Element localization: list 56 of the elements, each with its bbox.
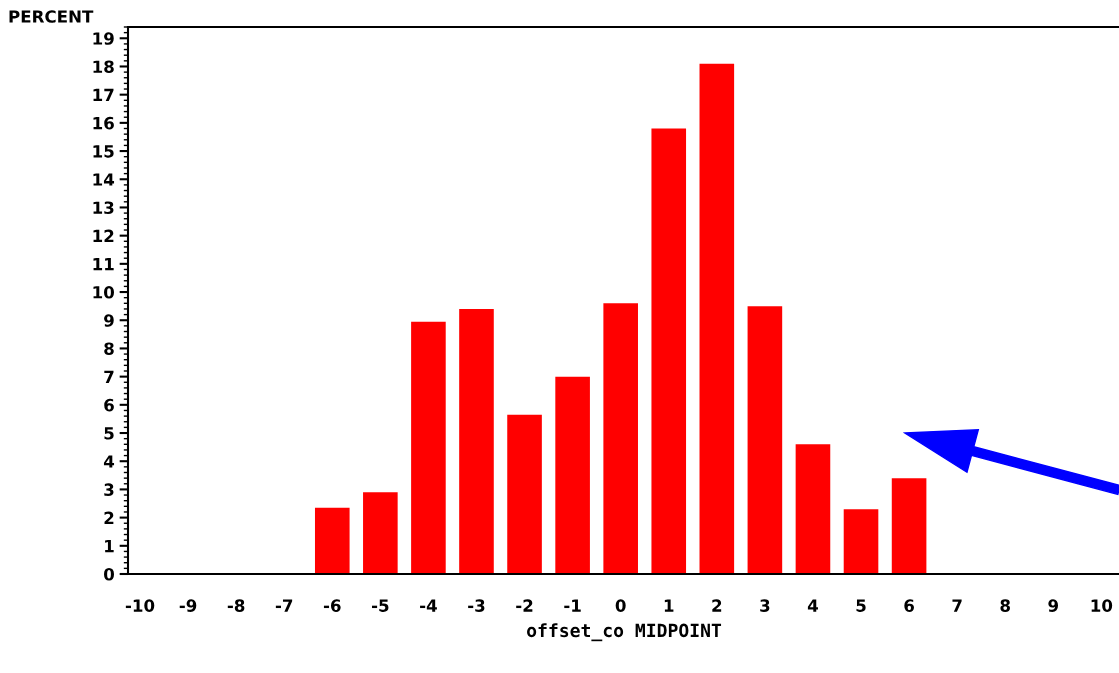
x-tick-label: 1 [664, 599, 674, 612]
y-tick-label: 14 [93, 173, 115, 186]
y-tick-label: 16 [93, 116, 114, 130]
x-tick-label: -4 [420, 599, 437, 612]
x-tick-label: 10 [1091, 599, 1113, 612]
x-tick-label: -6 [323, 599, 341, 612]
y-tick-label: 9 [104, 314, 114, 327]
y-tick-label: 0 [104, 567, 115, 581]
bar [411, 321, 446, 574]
bar [747, 306, 783, 574]
y-tick-label: 18 [93, 60, 114, 74]
x-tick-label: -9 [179, 599, 197, 612]
y-tick-label: 17 [93, 88, 114, 101]
x-tick-label: 7 [952, 599, 962, 612]
y-tick-label: 10 [93, 286, 115, 299]
y-tick-label: 11 [93, 258, 114, 271]
y-tick-label: 13 [93, 201, 114, 215]
bar [363, 492, 398, 574]
y-tick-label: 2 [104, 511, 114, 524]
x-tick-label: 0 [615, 599, 626, 612]
y-tick-label: 6 [104, 398, 114, 412]
bar [651, 128, 687, 574]
x-tick-label: 4 [807, 599, 818, 612]
x-tick-label: 9 [1048, 599, 1059, 612]
bar [699, 63, 735, 574]
bar [843, 509, 879, 574]
bar [459, 308, 494, 574]
x-tick-label: 6 [904, 599, 914, 612]
y-tick-label: 5 [104, 427, 114, 440]
x-tick-label: 5 [856, 599, 866, 612]
y-tick-label: 7 [104, 370, 114, 383]
x-tick-label: 2 [712, 599, 722, 612]
y-tick-label: 1 [105, 539, 114, 553]
x-tick-label: 3 [760, 599, 770, 612]
y-tick-label: 8 [104, 342, 114, 355]
y-tick-label: 15 [93, 145, 114, 158]
y-tick-label: 3 [104, 483, 114, 496]
x-tick-label: 8 [1000, 599, 1010, 612]
x-tick-label: -1 [564, 599, 581, 612]
bar [603, 303, 638, 574]
x-tick-label: -5 [372, 599, 389, 612]
y-tick-label: 19 [93, 32, 114, 45]
x-axis-title: offset_co MIDPOINT [527, 623, 722, 642]
x-tick-label: -7 [275, 599, 293, 612]
x-tick-label: -8 [227, 599, 245, 612]
bar [314, 507, 350, 574]
x-tick-label: -10 [125, 599, 155, 612]
y-tick-label: 4 [103, 455, 115, 468]
bar [795, 444, 831, 574]
bar [555, 376, 590, 574]
bar [891, 478, 927, 574]
x-tick-label: -3 [468, 599, 485, 612]
y-tick-label: 12 [93, 229, 114, 242]
bar [507, 414, 542, 574]
y-axis-title: PERCENT [9, 10, 94, 23]
x-tick-label: -2 [516, 599, 533, 612]
